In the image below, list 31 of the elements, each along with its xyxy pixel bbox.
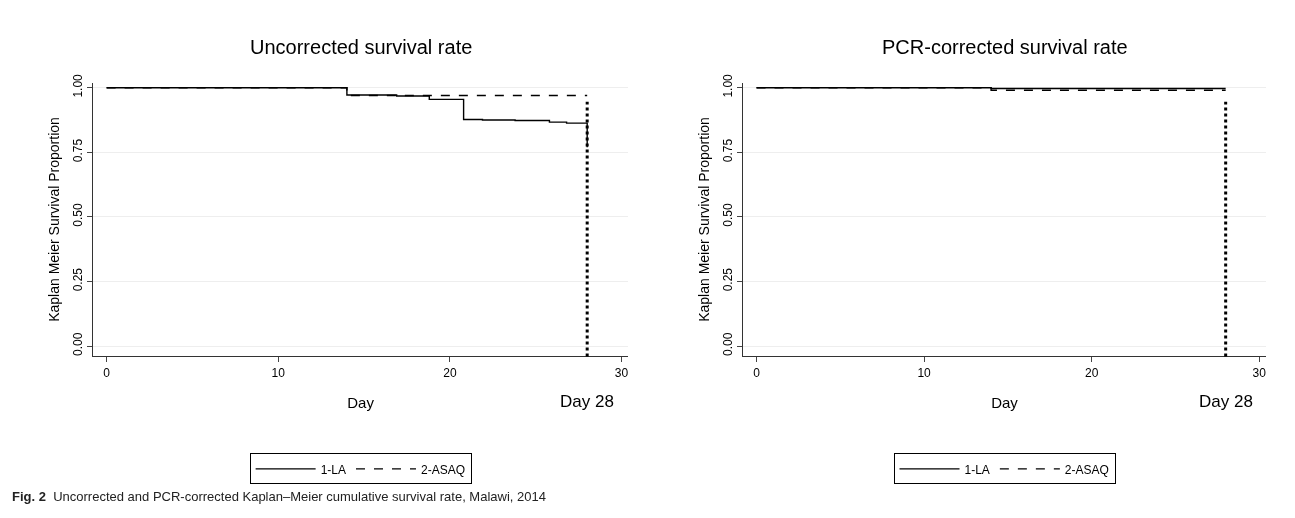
x-tick-label: 20 — [443, 365, 457, 380]
y-tick-label: 0.50 — [71, 203, 86, 227]
legend-label: 2-ASAQ — [1064, 462, 1109, 477]
ref-line-label: Day 28 — [560, 392, 614, 411]
x-tick-label: 10 — [917, 365, 932, 380]
x-tick-label: 30 — [1252, 365, 1267, 380]
legend-label: 2-ASAQ — [420, 462, 465, 477]
x-axis-title: Day — [347, 393, 375, 411]
y-tick-label: 0.50 — [721, 203, 736, 227]
y-tick-label: 0.25 — [71, 267, 86, 292]
caption: Fig. 2 Uncorrected and PCR-corrected Kaplan–Meier cumulative survival rate, Malawi, 2014 — [12, 489, 546, 504]
y-tick-label: 1.00 — [721, 73, 736, 98]
chart-title: PCR-corrected survival rate — [882, 36, 1128, 58]
legend-label: 1-LA — [964, 462, 990, 477]
y-axis-title: Kaplan Meier Survival Proportion — [695, 117, 712, 322]
x-tick-label: 0 — [753, 365, 761, 380]
x-tick-label: 30 — [614, 365, 629, 380]
legend-label: 1-LA — [320, 462, 346, 477]
x-tick-label: 10 — [271, 365, 286, 380]
y-tick-label: 0.00 — [721, 332, 736, 356]
y-tick-label: 1.00 — [71, 73, 86, 98]
chart-title: Uncorrected survival rate — [250, 36, 473, 58]
x-axis-title: Day — [991, 393, 1019, 411]
x-tick-label: 0 — [103, 365, 111, 380]
y-tick-label: 0.75 — [721, 138, 736, 163]
y-tick-label: 0.75 — [71, 138, 86, 163]
y-axis-title: Kaplan Meier Survival Proportion — [45, 117, 62, 322]
y-tick-label: 0.25 — [721, 267, 736, 292]
y-tick-label: 0.00 — [71, 332, 86, 356]
ref-line-label: Day 28 — [1199, 392, 1253, 411]
x-tick-label: 20 — [1084, 365, 1099, 380]
